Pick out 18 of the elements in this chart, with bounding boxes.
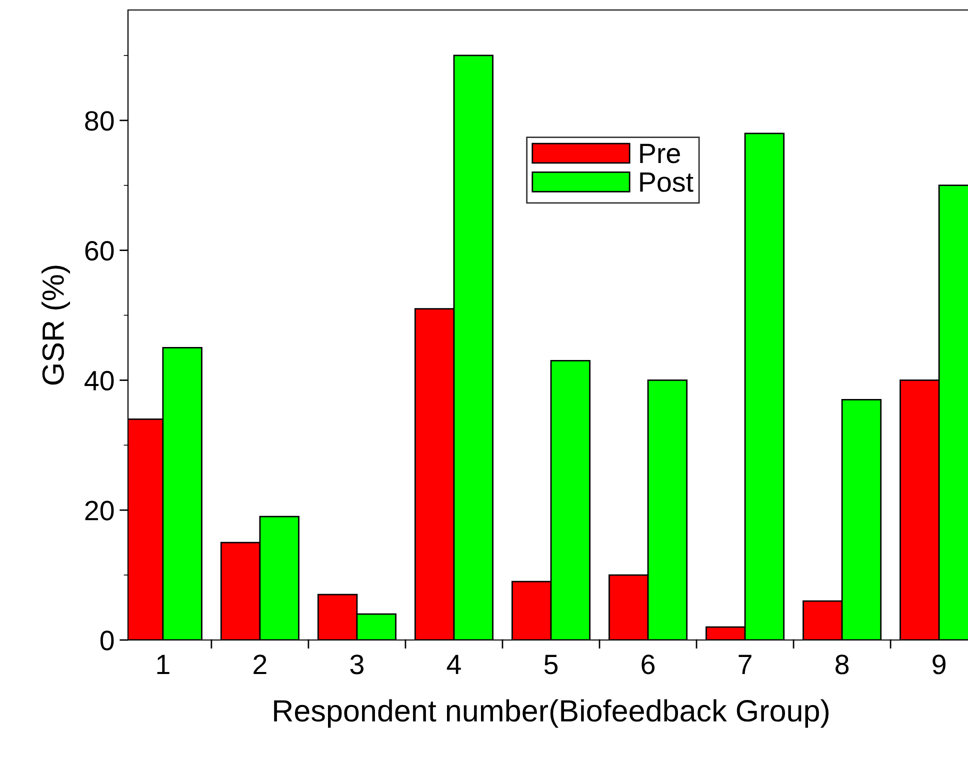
legend-label: Post (640, 172, 694, 192)
x-tick-label: 6 (642, 654, 655, 674)
x-tick-label: 5 (544, 654, 558, 674)
y-tick-label: 20 (85, 500, 114, 520)
legend-label: Pre (640, 144, 680, 164)
y-tick-label: 0 (100, 630, 114, 650)
x-axis-title: Respondent number(Biofeedback Group) (274, 699, 829, 728)
x-tick-label: 2 (254, 654, 266, 674)
x-tick-label: 1 (157, 654, 170, 674)
x-tick-label: 9 (932, 654, 946, 674)
x-tick-label: 7 (738, 654, 752, 674)
x-tick-label: 3 (350, 654, 364, 674)
y-axis-title: GSR (%) (42, 266, 70, 385)
y-tick-label: 80 (85, 111, 114, 131)
y-tick-label: 40 (84, 370, 114, 391)
x-tick-label: 4 (446, 654, 461, 674)
y-tick-label: 60 (85, 240, 114, 261)
x-tick-label: 8 (836, 654, 849, 674)
